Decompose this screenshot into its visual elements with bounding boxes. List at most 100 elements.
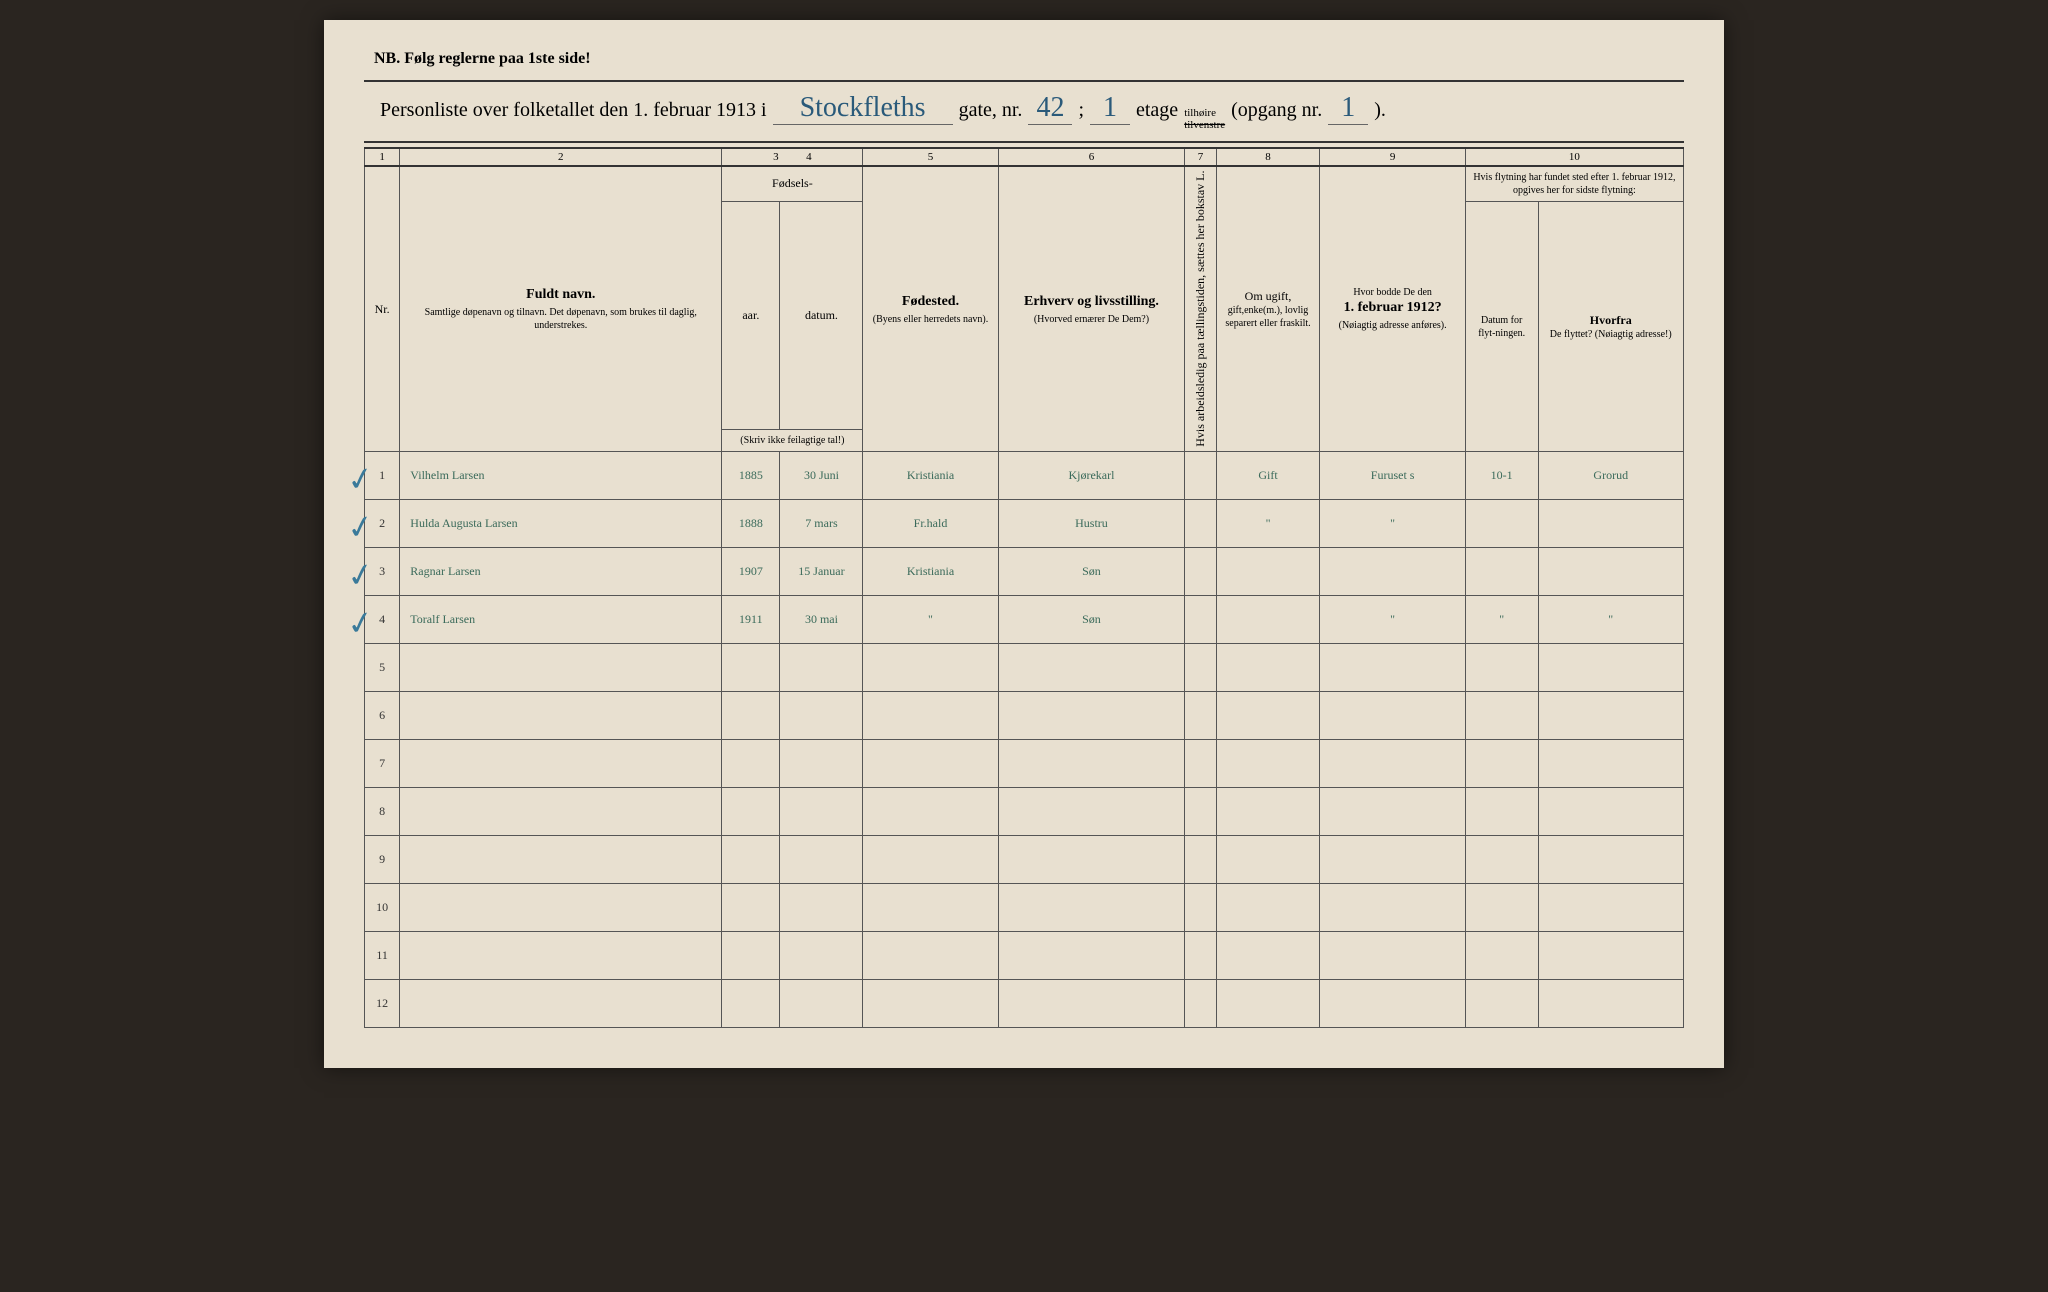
cell-name xyxy=(400,836,722,884)
cell-move-date xyxy=(1465,932,1538,980)
cell-move-date xyxy=(1465,548,1538,596)
cell-date xyxy=(780,932,863,980)
row-number: 1✓ xyxy=(365,452,400,500)
cell-prev-address: " xyxy=(1320,596,1465,644)
cell-name xyxy=(400,932,722,980)
cell-year xyxy=(722,836,780,884)
cell-occupation xyxy=(998,884,1185,932)
cell-occupation xyxy=(998,836,1185,884)
colnum-8: 8 xyxy=(1216,148,1320,166)
cell-name: Toralf Larsen xyxy=(400,596,722,644)
cell-place xyxy=(863,692,998,740)
colnum-6: 6 xyxy=(998,148,1185,166)
header-col10b: Hvorfra De flyttet? (Nøiagtig adresse!) xyxy=(1538,202,1683,452)
cell-date xyxy=(780,884,863,932)
cell-place xyxy=(863,644,998,692)
opgang-close: ). xyxy=(1374,99,1386,122)
cell-occupation xyxy=(998,980,1185,1028)
cell-move-from: " xyxy=(1538,596,1683,644)
cell-prev-address xyxy=(1320,788,1465,836)
table-row: 1✓Vilhelm Larsen188530 JuniKristianiaKjø… xyxy=(365,452,1684,500)
colnum-7: 7 xyxy=(1185,148,1216,166)
colnum-9: 9 xyxy=(1320,148,1465,166)
header-col9: Hvor bodde De den 1. februar 1912? (Nøia… xyxy=(1320,166,1465,452)
cell-prev-address xyxy=(1320,740,1465,788)
etage-label: etage xyxy=(1136,99,1178,122)
header-col7: Hvis arbeidsledig paa tællingstiden, sæt… xyxy=(1185,166,1216,452)
cell-occupation xyxy=(998,692,1185,740)
cell-occupation: Søn xyxy=(998,548,1185,596)
cell-move-date xyxy=(1465,740,1538,788)
cell-date xyxy=(780,836,863,884)
checkmark-icon: ✓ xyxy=(344,602,377,644)
cell-occupation: Kjørekarl xyxy=(998,452,1185,500)
cell-prev-address xyxy=(1320,692,1465,740)
header-datum: datum. xyxy=(780,202,863,430)
header-fodsels: Fødsels- xyxy=(722,166,863,202)
cell-unemployed xyxy=(1185,932,1216,980)
table-row: 8 xyxy=(365,788,1684,836)
cell-date xyxy=(780,980,863,1028)
cell-place: Fr.hald xyxy=(863,500,998,548)
cell-move-from xyxy=(1538,836,1683,884)
cell-prev-address xyxy=(1320,884,1465,932)
cell-move-date xyxy=(1465,692,1538,740)
census-table: 1 2 3 4 5 6 7 8 9 10 Nr. Fuldt navn. Sam… xyxy=(364,147,1684,1028)
cell-year xyxy=(722,644,780,692)
cell-date: 30 Juni xyxy=(780,452,863,500)
cell-name xyxy=(400,788,722,836)
header-row-1: Nr. Fuldt navn. Samtlige døpenavn og til… xyxy=(365,166,1684,202)
cell-prev-address: Furuset s xyxy=(1320,452,1465,500)
table-row: 3✓Ragnar Larsen190715 JanuarKristianiaSø… xyxy=(365,548,1684,596)
table-row: 5 xyxy=(365,644,1684,692)
cell-unemployed xyxy=(1185,548,1216,596)
cell-marital: Gift xyxy=(1216,452,1320,500)
colnum-10: 10 xyxy=(1465,148,1683,166)
row-number: 7 xyxy=(365,740,400,788)
cell-prev-address xyxy=(1320,644,1465,692)
cell-name: Hulda Augusta Larsen xyxy=(400,500,722,548)
cell-move-from xyxy=(1538,788,1683,836)
row-number: 6 xyxy=(365,692,400,740)
cell-unemployed xyxy=(1185,692,1216,740)
cell-move-from xyxy=(1538,932,1683,980)
cell-year: 1907 xyxy=(722,548,780,596)
cell-marital xyxy=(1216,884,1320,932)
cell-place xyxy=(863,884,998,932)
cell-move-date xyxy=(1465,980,1538,1028)
tilhoire-block: tilhøire tilvenstre xyxy=(1184,107,1225,131)
cell-move-date xyxy=(1465,884,1538,932)
gate-nr-field: 42 xyxy=(1028,92,1072,125)
cell-date xyxy=(780,644,863,692)
cell-marital xyxy=(1216,692,1320,740)
cell-year xyxy=(722,980,780,1028)
cell-year: 1911 xyxy=(722,596,780,644)
cell-move-date xyxy=(1465,500,1538,548)
row-number: 11 xyxy=(365,932,400,980)
header-skriv: (Skriv ikke feilagtige tal!) xyxy=(722,430,863,452)
title-line: Personliste over folketallet den 1. febr… xyxy=(364,80,1684,143)
cell-unemployed xyxy=(1185,452,1216,500)
cell-move-date: 10-1 xyxy=(1465,452,1538,500)
table-row: 11 xyxy=(365,932,1684,980)
cell-occupation xyxy=(998,788,1185,836)
semicolon: ; xyxy=(1078,99,1084,122)
colnum-1: 1 xyxy=(365,148,400,166)
row-number: 4✓ xyxy=(365,596,400,644)
checkmark-icon: ✓ xyxy=(344,506,377,548)
cell-marital xyxy=(1216,740,1320,788)
cell-name xyxy=(400,644,722,692)
cell-move-from xyxy=(1538,692,1683,740)
row-number: 9 xyxy=(365,836,400,884)
table-row: 10 xyxy=(365,884,1684,932)
cell-prev-address xyxy=(1320,548,1465,596)
table-row: 12 xyxy=(365,980,1684,1028)
row-number: 5 xyxy=(365,644,400,692)
table-row: 2✓Hulda Augusta Larsen18887 marsFr.haldH… xyxy=(365,500,1684,548)
cell-unemployed xyxy=(1185,644,1216,692)
cell-prev-address xyxy=(1320,980,1465,1028)
cell-name xyxy=(400,884,722,932)
cell-date: 7 mars xyxy=(780,500,863,548)
cell-year: 1888 xyxy=(722,500,780,548)
cell-marital xyxy=(1216,932,1320,980)
